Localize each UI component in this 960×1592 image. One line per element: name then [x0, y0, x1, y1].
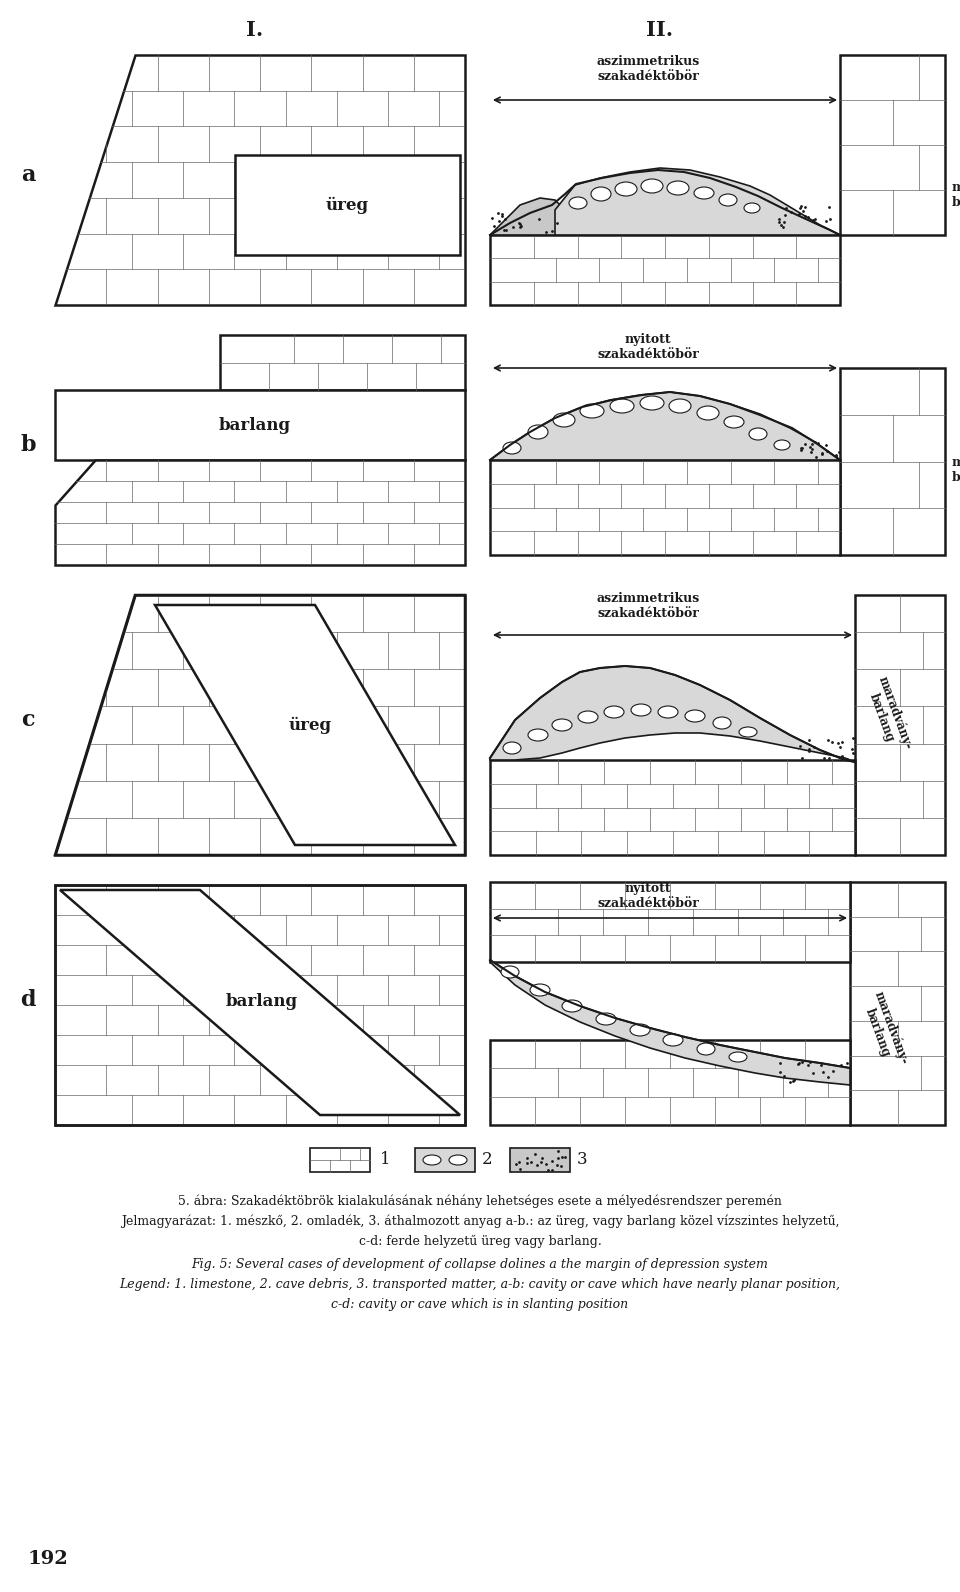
Ellipse shape — [423, 1156, 441, 1165]
Ellipse shape — [669, 400, 691, 412]
Text: Legend: 1. limestone, 2. cave debris, 3. transported matter, a-b: cavity or cave: Legend: 1. limestone, 2. cave debris, 3.… — [119, 1278, 841, 1291]
Ellipse shape — [694, 186, 714, 199]
Ellipse shape — [724, 416, 744, 428]
Polygon shape — [60, 890, 460, 1114]
Text: nyitott
szakadéktöbör: nyitott szakadéktöbör — [597, 333, 699, 361]
Text: I.: I. — [247, 21, 264, 40]
Bar — [490, 460, 840, 556]
Text: Jelmagyarázat: 1. mészkő, 2. omladék, 3. áthalmozott anyag a-b.: az üreg, vagy b: Jelmagyarázat: 1. mészkő, 2. omladék, 3.… — [121, 1215, 839, 1229]
Ellipse shape — [667, 181, 689, 194]
Ellipse shape — [449, 1156, 467, 1165]
Ellipse shape — [530, 984, 550, 997]
Ellipse shape — [744, 204, 760, 213]
Bar — [840, 56, 945, 236]
Polygon shape — [490, 960, 850, 1086]
Ellipse shape — [685, 710, 705, 723]
Polygon shape — [490, 665, 855, 763]
Text: maradvány-
barlang: maradvány- barlang — [858, 989, 911, 1071]
Ellipse shape — [580, 404, 604, 419]
Ellipse shape — [569, 197, 587, 209]
Bar — [510, 1148, 570, 1172]
Text: 2: 2 — [482, 1151, 492, 1169]
Ellipse shape — [615, 181, 637, 196]
Text: aszimmetrikus
szakadéktöbör: aszimmetrikus szakadéktöbör — [596, 56, 700, 83]
Polygon shape — [155, 605, 455, 845]
Ellipse shape — [503, 742, 521, 755]
Polygon shape — [490, 392, 840, 460]
Ellipse shape — [774, 439, 790, 451]
Ellipse shape — [604, 705, 624, 718]
Text: c-d: ferde helyzetű üreg vagy barlang.: c-d: ferde helyzetű üreg vagy barlang. — [359, 1235, 601, 1248]
Polygon shape — [55, 460, 465, 565]
Bar — [220, 334, 465, 390]
Ellipse shape — [528, 425, 548, 439]
Text: II.: II. — [646, 21, 674, 40]
Polygon shape — [490, 197, 565, 236]
Ellipse shape — [578, 712, 598, 723]
Polygon shape — [55, 595, 465, 855]
Bar — [840, 368, 945, 556]
Text: 192: 192 — [28, 1551, 69, 1568]
Ellipse shape — [562, 1000, 582, 1013]
Text: 3: 3 — [577, 1151, 588, 1169]
Ellipse shape — [503, 443, 521, 454]
Text: nyitott
szakadéktöbör: nyitott szakadéktöbör — [597, 882, 699, 911]
Bar — [490, 1040, 850, 1126]
Polygon shape — [55, 885, 465, 1126]
Ellipse shape — [658, 705, 678, 718]
Ellipse shape — [591, 186, 611, 201]
Bar — [490, 236, 840, 306]
Text: a: a — [21, 164, 36, 186]
Ellipse shape — [749, 428, 767, 439]
Ellipse shape — [697, 1043, 715, 1055]
Text: maradvány-
barlang: maradvány- barlang — [952, 455, 960, 484]
Bar — [490, 759, 855, 855]
Ellipse shape — [631, 704, 651, 716]
Ellipse shape — [596, 1013, 616, 1025]
Ellipse shape — [552, 720, 572, 731]
Text: c-d: cavity or cave which is in slanting position: c-d: cavity or cave which is in slanting… — [331, 1297, 629, 1310]
Ellipse shape — [739, 728, 757, 737]
Text: üreg: üreg — [288, 716, 331, 734]
Text: 1: 1 — [380, 1151, 391, 1169]
Bar — [55, 390, 465, 460]
Ellipse shape — [528, 729, 548, 740]
Text: barlang: barlang — [226, 993, 298, 1011]
Bar — [310, 1148, 370, 1172]
Bar — [850, 882, 945, 1126]
Text: c: c — [21, 708, 35, 731]
Text: 5. ábra: Szakadéktöbrök kialakulásának néhány lehetséges esete a mélyedésrendsze: 5. ábra: Szakadéktöbrök kialakulásának n… — [178, 1196, 782, 1208]
Ellipse shape — [697, 406, 719, 420]
Ellipse shape — [501, 966, 519, 977]
Text: barlang: barlang — [219, 417, 291, 433]
Text: aszimmetrikus
szakadéktöbör: aszimmetrikus szakadéktöbör — [596, 592, 700, 619]
Ellipse shape — [553, 412, 575, 427]
Text: üreg: üreg — [326, 196, 369, 213]
Text: b: b — [20, 435, 36, 455]
Ellipse shape — [641, 178, 663, 193]
Ellipse shape — [729, 1052, 747, 1062]
Text: maradvány-
barlang: maradvány- barlang — [862, 673, 915, 756]
Bar — [235, 154, 460, 255]
Text: d: d — [20, 989, 36, 1011]
Ellipse shape — [640, 396, 664, 411]
Ellipse shape — [630, 1024, 650, 1036]
Polygon shape — [55, 56, 465, 306]
Bar — [415, 1148, 475, 1172]
Text: Fig. 5: Several cases of development of collapse dolines a the margin of depress: Fig. 5: Several cases of development of … — [192, 1258, 768, 1270]
Ellipse shape — [713, 716, 731, 729]
Ellipse shape — [719, 194, 737, 205]
Polygon shape — [555, 169, 840, 236]
Bar — [490, 882, 850, 962]
Ellipse shape — [610, 400, 634, 412]
Ellipse shape — [663, 1033, 683, 1046]
Text: maradvány-
barlang: maradvány- barlang — [952, 181, 960, 209]
Bar — [855, 595, 945, 855]
